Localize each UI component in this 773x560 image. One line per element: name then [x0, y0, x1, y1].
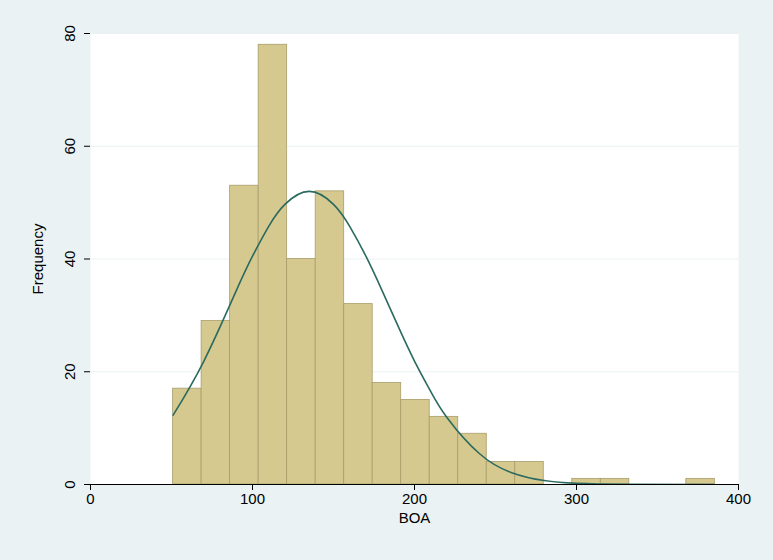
svg-text:40: 40: [61, 251, 78, 268]
svg-text:0: 0: [86, 490, 94, 507]
svg-text:Frequency: Frequency: [29, 223, 46, 294]
svg-text:80: 80: [61, 25, 78, 42]
svg-text:400: 400: [726, 490, 751, 507]
svg-text:300: 300: [564, 490, 589, 507]
svg-text:BOA: BOA: [399, 509, 431, 526]
svg-text:20: 20: [61, 363, 78, 380]
svg-text:60: 60: [61, 138, 78, 155]
svg-text:100: 100: [240, 490, 265, 507]
svg-text:200: 200: [402, 490, 427, 507]
svg-text:0: 0: [61, 480, 78, 488]
